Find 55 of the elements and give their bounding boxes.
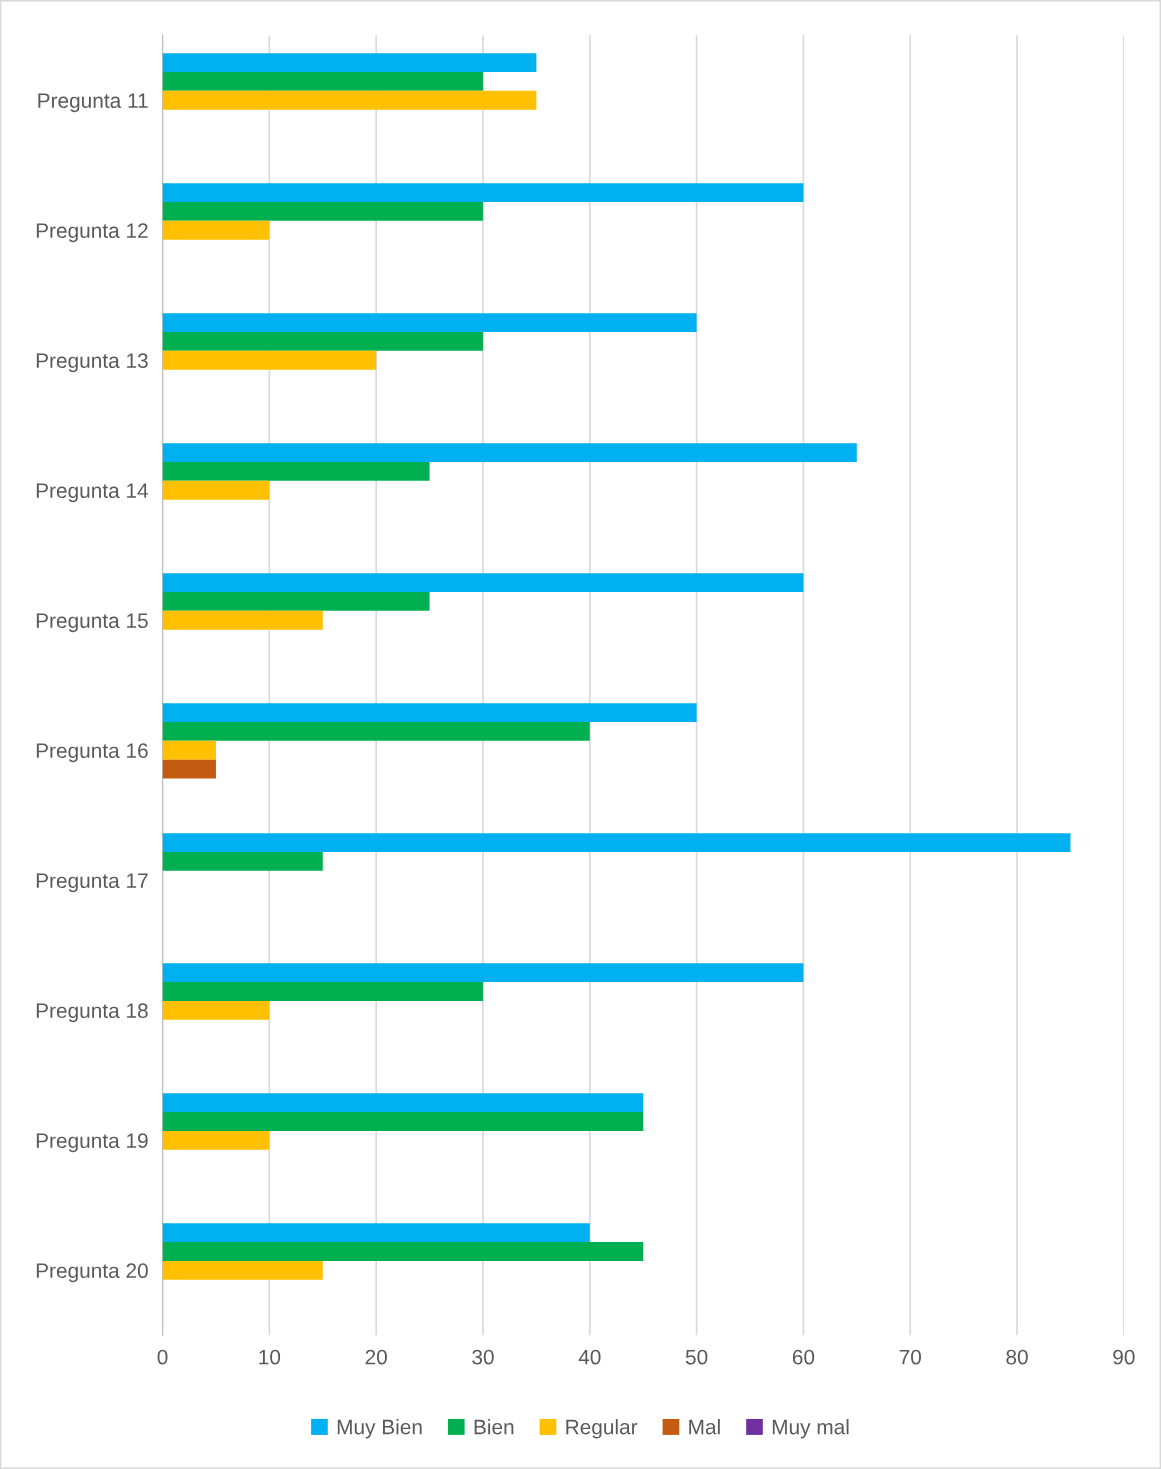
y-tick-label: Pregunta 11 [38, 93, 148, 113]
x-tick-label: 10 [259, 1349, 281, 1365]
bar [162, 480, 270, 500]
bar [162, 982, 483, 1001]
y-tick-label: Pregunta 14 [36, 483, 149, 503]
bar [162, 1260, 323, 1280]
bar [162, 722, 590, 741]
bar [162, 833, 1071, 853]
y-tick-label: Pregunta 19 [36, 1133, 148, 1153]
bar [162, 1112, 644, 1131]
bar [162, 220, 270, 240]
bar [162, 71, 483, 91]
y-tick-label: Pregunta 17 [36, 873, 148, 893]
bar [162, 852, 323, 871]
y-tick-label: Pregunta 20 [36, 1263, 148, 1283]
y-tick-label: Pregunta 12 [36, 223, 148, 243]
bar [162, 313, 697, 332]
y-tick-label: Pregunta 18 [36, 1003, 148, 1023]
bar [162, 740, 216, 760]
bar [162, 703, 697, 723]
bar [162, 53, 537, 72]
bar [162, 592, 430, 611]
x-tick-label: 90 [1113, 1349, 1135, 1365]
x-tick-label: 40 [578, 1349, 601, 1365]
x-tick-label: 0 [157, 1349, 168, 1365]
legend-label: Muy Bien [337, 1419, 422, 1439]
legend-label: Muy mal [772, 1419, 849, 1439]
x-tick-label: 20 [365, 1349, 387, 1365]
legend-label: Bien [474, 1419, 514, 1435]
bar [162, 1223, 590, 1243]
bar [162, 201, 483, 221]
bar [162, 332, 483, 351]
bar [162, 573, 804, 593]
bar [162, 183, 804, 202]
y-tick-label: Pregunta 16 [36, 743, 148, 763]
bar [162, 610, 323, 630]
bar [162, 1242, 644, 1261]
bar [162, 350, 377, 370]
bar [162, 462, 430, 481]
bar [162, 1093, 644, 1113]
x-tick-label: 70 [899, 1349, 921, 1365]
bar [162, 90, 537, 110]
y-tick-label: Pregunta 13 [36, 353, 148, 373]
legend-label: Regular [566, 1419, 638, 1439]
bar [162, 1130, 270, 1150]
x-tick-label: 50 [685, 1349, 708, 1365]
x-tick-label: 80 [1006, 1349, 1028, 1365]
x-tick-label: 60 [792, 1349, 815, 1365]
bar [162, 963, 804, 983]
legend-label: Mal [689, 1419, 720, 1435]
bar [162, 443, 857, 462]
bar [162, 759, 216, 779]
y-tick-label: Pregunta 15 [36, 613, 148, 633]
x-tick-label: 30 [472, 1349, 494, 1365]
bar [162, 1000, 270, 1020]
